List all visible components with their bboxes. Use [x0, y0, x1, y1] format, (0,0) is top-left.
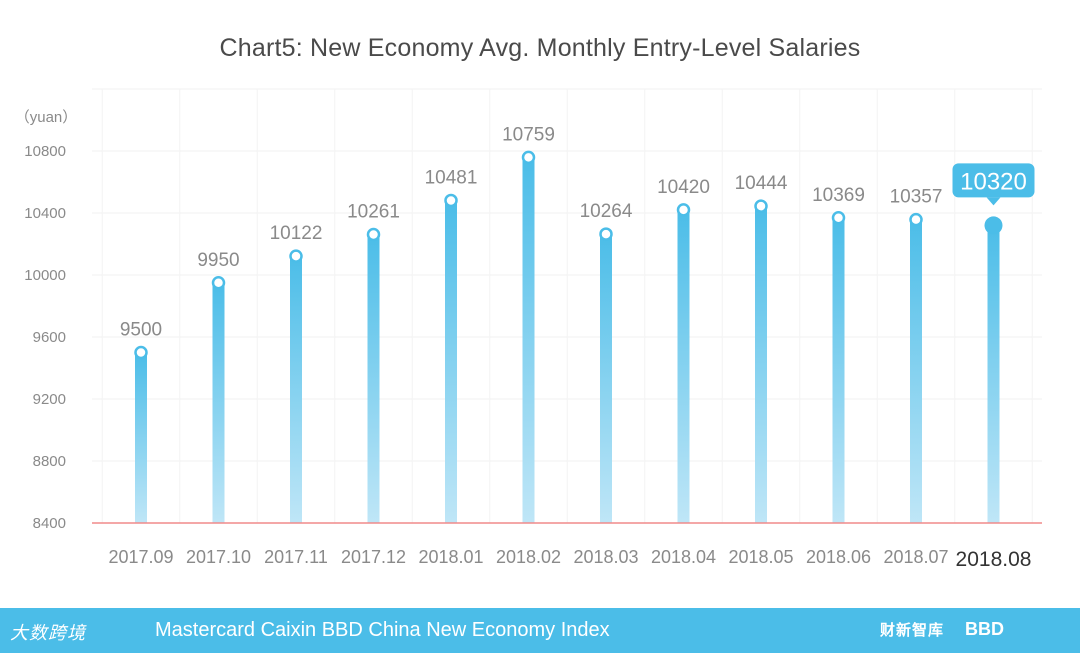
x-tick-label: 2018.05 — [728, 547, 793, 567]
footer-text: Mastercard Caixin BBD China New Economy … — [155, 619, 610, 641]
data-label: 10357 — [890, 187, 943, 208]
data-point — [754, 199, 768, 213]
data-point — [134, 345, 148, 360]
x-tick-label: 2017.09 — [108, 547, 173, 567]
footer-logo-caixin: 财新智库 — [880, 622, 945, 639]
y-tick-label: 9600 — [33, 329, 66, 346]
data-point — [676, 203, 691, 217]
data-label: 10369 — [812, 185, 865, 206]
bar — [212, 282, 225, 523]
data-point — [211, 276, 226, 290]
bar-chart: 8400 8800 9200 9600 10000 10400 10800 （yuan） 950… — [15, 88, 1042, 571]
y-tick-label: 10000 — [24, 267, 66, 284]
y-axis-label: （yuan） — [15, 109, 78, 126]
x-tick-label: 2018.04 — [651, 547, 716, 567]
data-point-highlight — [984, 216, 1003, 235]
x-tick-label: 2018.01 — [418, 547, 483, 567]
data-label: 9500 — [120, 320, 162, 341]
x-tick-label: 2018.06 — [806, 547, 871, 567]
bar — [677, 209, 690, 523]
x-tick-label: 2017.10 — [186, 547, 251, 567]
data-point — [366, 227, 381, 242]
data-label: 10759 — [502, 124, 555, 145]
x-tick-label: 2017.11 — [264, 547, 328, 567]
value-callout-pointer — [986, 197, 1001, 206]
data-label: 9950 — [197, 250, 239, 271]
x-tick-label: 2018.08 — [956, 548, 1032, 571]
bar — [367, 234, 380, 524]
x-tick-label: 2018.03 — [573, 547, 638, 567]
x-tick-label: 2017.12 — [341, 547, 406, 567]
data-point — [289, 249, 303, 263]
x-tick-label: 2018.02 — [496, 547, 561, 567]
data-label: 10481 — [425, 167, 478, 188]
x-tick-label: 2018.07 — [883, 547, 948, 567]
bar — [522, 157, 535, 524]
data-point — [521, 150, 536, 165]
footer-logo-bbd: BBD — [965, 619, 1004, 639]
bar — [135, 352, 147, 523]
bar — [832, 217, 845, 523]
bar — [755, 206, 767, 523]
data-label: 10122 — [270, 223, 323, 244]
data-label: 10320 — [960, 168, 1027, 195]
y-tick-label: 10800 — [24, 143, 66, 160]
footer-bar: 大数跨境 Mastercard Caixin BBD China New Eco… — [0, 608, 1080, 653]
chart-title: Chart5: New Economy Avg. Monthly Entry-L… — [219, 34, 861, 62]
data-point — [831, 211, 846, 225]
bar — [987, 225, 1000, 523]
value-callout — [952, 163, 1035, 198]
bar — [910, 219, 922, 524]
footer-logo-left: 大数跨境 — [10, 623, 86, 643]
bar — [445, 200, 457, 523]
data-point — [444, 193, 458, 208]
data-label: 10261 — [347, 202, 400, 223]
y-tick-label: 8800 — [33, 453, 66, 470]
data-point — [909, 212, 923, 227]
y-tick-label: 9200 — [33, 391, 66, 408]
bar — [600, 234, 612, 523]
data-label: 10420 — [657, 177, 710, 198]
bar — [290, 256, 302, 523]
data-point — [599, 227, 613, 241]
y-tick-label: 8400 — [33, 515, 66, 532]
data-label: 10444 — [735, 173, 788, 194]
data-label: 10264 — [580, 201, 633, 222]
y-tick-label: 10400 — [24, 205, 66, 222]
